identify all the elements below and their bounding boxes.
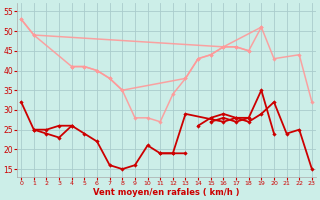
X-axis label: Vent moyen/en rafales ( km/h ): Vent moyen/en rafales ( km/h )	[93, 188, 240, 197]
